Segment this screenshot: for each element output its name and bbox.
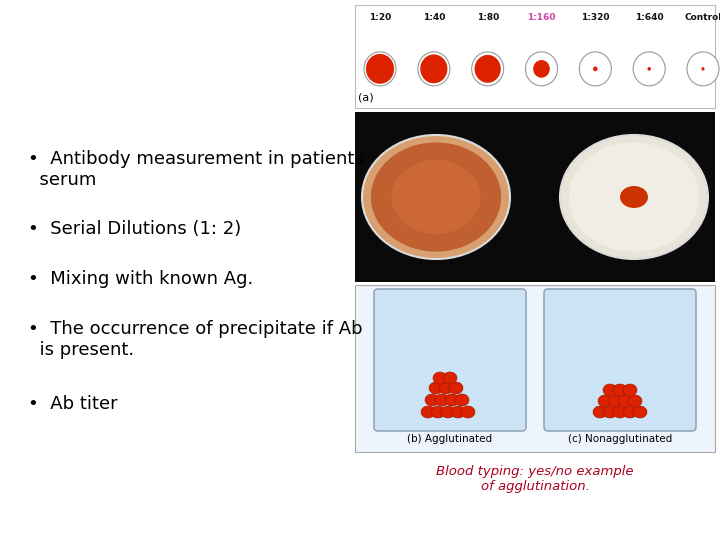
Ellipse shape	[451, 406, 465, 418]
Ellipse shape	[474, 55, 501, 83]
Ellipse shape	[439, 382, 453, 394]
Ellipse shape	[593, 66, 598, 71]
Ellipse shape	[647, 67, 651, 71]
Ellipse shape	[603, 406, 617, 418]
Ellipse shape	[371, 143, 501, 252]
Text: 1:160: 1:160	[527, 13, 556, 22]
Text: Blood typing: yes/no example
of agglutination.: Blood typing: yes/no example of agglutin…	[436, 465, 634, 493]
Ellipse shape	[593, 406, 607, 418]
Ellipse shape	[392, 160, 480, 234]
Ellipse shape	[526, 52, 557, 86]
Ellipse shape	[598, 395, 612, 407]
Ellipse shape	[687, 52, 719, 86]
Ellipse shape	[425, 394, 439, 406]
Ellipse shape	[633, 406, 647, 418]
Text: •  Mixing with known Ag.: • Mixing with known Ag.	[28, 270, 253, 288]
Ellipse shape	[569, 143, 699, 252]
Ellipse shape	[435, 394, 449, 406]
Text: (c) Nonagglutinated: (c) Nonagglutinated	[568, 434, 672, 444]
Ellipse shape	[613, 384, 627, 396]
Text: 1:320: 1:320	[581, 13, 610, 22]
Bar	[355, 112, 715, 282]
Text: Control: Control	[684, 13, 720, 22]
Ellipse shape	[445, 394, 459, 406]
Text: •  The occurrence of precipitate if Ab
  is present.: • The occurrence of precipitate if Ab is…	[28, 320, 363, 359]
Ellipse shape	[472, 52, 504, 86]
Text: 1:20: 1:20	[369, 13, 391, 22]
Text: (b) Agglutinated: (b) Agglutinated	[408, 434, 492, 444]
Ellipse shape	[701, 67, 705, 71]
FancyBboxPatch shape	[374, 289, 526, 431]
Text: 1:80: 1:80	[477, 13, 499, 22]
Ellipse shape	[421, 406, 435, 418]
Ellipse shape	[633, 52, 665, 86]
Text: (a): (a)	[358, 93, 374, 103]
Bar	[355, 285, 715, 452]
Ellipse shape	[613, 406, 627, 418]
Ellipse shape	[443, 372, 457, 384]
Ellipse shape	[420, 55, 447, 83]
Text: 1:640: 1:640	[635, 13, 663, 22]
Ellipse shape	[623, 406, 637, 418]
Ellipse shape	[580, 52, 611, 86]
Ellipse shape	[608, 395, 622, 407]
FancyBboxPatch shape	[544, 289, 696, 431]
Ellipse shape	[628, 395, 642, 407]
Ellipse shape	[431, 406, 445, 418]
Text: 1:40: 1:40	[423, 13, 445, 22]
Ellipse shape	[366, 54, 394, 84]
Bar	[355, 5, 715, 108]
Ellipse shape	[534, 60, 550, 78]
Ellipse shape	[441, 406, 455, 418]
Ellipse shape	[455, 394, 469, 406]
Text: •  Ab titer: • Ab titer	[28, 395, 117, 413]
Ellipse shape	[461, 406, 475, 418]
Ellipse shape	[560, 135, 708, 259]
Ellipse shape	[449, 382, 463, 394]
Ellipse shape	[429, 382, 443, 394]
Ellipse shape	[364, 52, 396, 86]
Ellipse shape	[418, 52, 450, 86]
Ellipse shape	[603, 384, 617, 396]
Ellipse shape	[620, 186, 648, 208]
Ellipse shape	[618, 395, 632, 407]
Ellipse shape	[623, 384, 637, 396]
Ellipse shape	[362, 135, 510, 259]
Ellipse shape	[433, 372, 447, 384]
Text: •  Serial Dilutions (1: 2): • Serial Dilutions (1: 2)	[28, 220, 241, 238]
Text: •  Antibody measurement in patients
  serum: • Antibody measurement in patients serum	[28, 150, 364, 189]
